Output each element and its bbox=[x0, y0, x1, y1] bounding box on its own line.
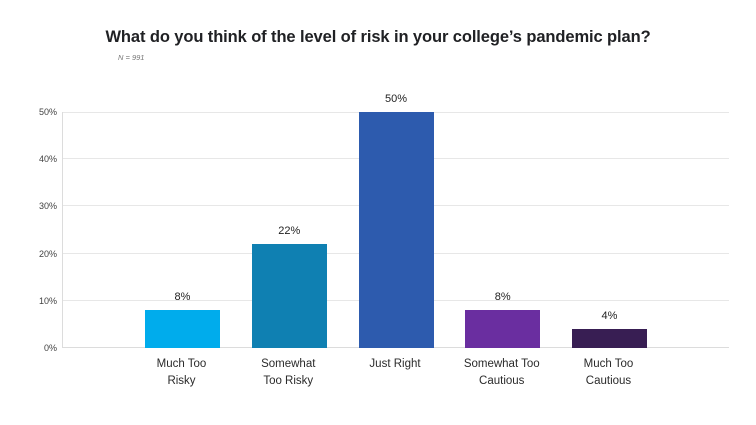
bar-value-label-somewhat-too-cautious: 8% bbox=[494, 291, 511, 304]
bar-just-right bbox=[358, 112, 434, 348]
bar-value-label-much-too-cautious: 4% bbox=[601, 310, 618, 323]
bar-value-label-somewhat-too-risky: 22% bbox=[278, 225, 301, 238]
x-axis-category-label-line: Just Right bbox=[369, 358, 421, 370]
plot-area: 8% 22% 50% 8% 4% bbox=[62, 93, 729, 348]
bar-somewhat-too-cautious bbox=[465, 310, 541, 348]
sample-size-label: N = 991 bbox=[118, 53, 145, 62]
x-axis-category-label-line: Much Too bbox=[156, 358, 207, 370]
x-axis-category-label-line: Somewhat bbox=[261, 358, 316, 370]
x-axis-category-label-line: Somewhat Too bbox=[463, 358, 540, 370]
x-axis-category-label-much-too-cautious: Much Too Cautious bbox=[551, 356, 667, 390]
bar-somewhat-too-risky bbox=[251, 244, 327, 348]
y-axis-tick-label: 0% bbox=[43, 343, 57, 353]
y-axis-tick-label: 30% bbox=[38, 201, 57, 212]
bar-much-too-risky bbox=[145, 310, 220, 348]
y-axis-tick-label: 40% bbox=[38, 154, 57, 165]
x-axis-category-label-much-too-risky: Much Too Risky bbox=[124, 356, 240, 390]
y-axis-tick-label: 20% bbox=[38, 248, 57, 259]
x-axis-category-label-line: Too Risky bbox=[263, 375, 314, 387]
x-axis-category-label-somewhat-too-risky: Somewhat Too Risky bbox=[230, 356, 346, 390]
chart-title: What do you think of the level of risk i… bbox=[105, 28, 651, 46]
x-axis-category-label-line: Risky bbox=[167, 375, 196, 387]
x-axis-category-label-somewhat-too-cautious: Somewhat Too Cautious bbox=[444, 356, 560, 390]
x-axis-category-label-line: Much Too bbox=[583, 358, 634, 370]
y-axis-tick-label: 50% bbox=[38, 107, 57, 117]
x-axis-category-label-line: Cautious bbox=[479, 375, 525, 387]
bar-much-too-cautious bbox=[572, 329, 647, 348]
x-axis-category-label-line: Cautious bbox=[585, 375, 632, 387]
x-axis-category-label-just-right: Just Right bbox=[337, 356, 453, 373]
y-axis-tick-label: 10% bbox=[38, 295, 57, 306]
bar-value-label-just-right: 50% bbox=[384, 93, 408, 105]
bar-value-label-much-too-risky: 8% bbox=[174, 291, 191, 304]
